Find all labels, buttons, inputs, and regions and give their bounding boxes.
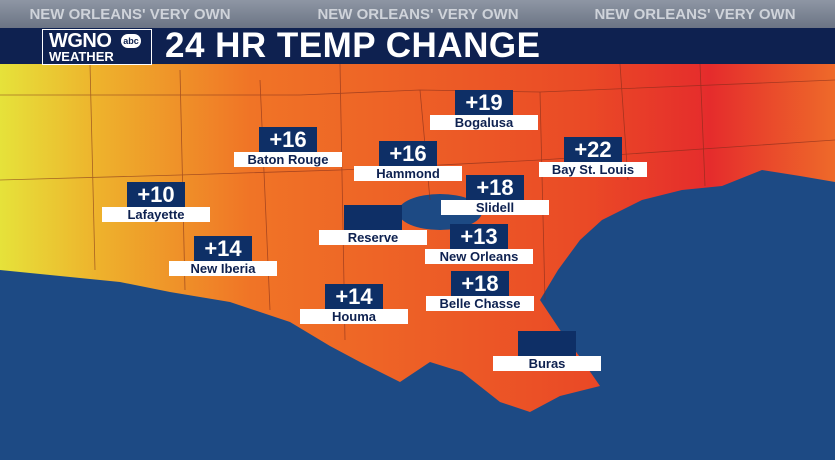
slogan: NEW ORLEANS' VERY OWN	[594, 6, 796, 23]
temp-change	[344, 205, 402, 230]
parish-borders	[0, 63, 835, 341]
city-label: New Iberia	[169, 261, 277, 276]
temp-change: +13	[450, 224, 508, 249]
slogan: NEW ORLEANS' VERY OWN	[317, 6, 519, 23]
city-label: New Orleans	[425, 249, 533, 264]
temp-change: +18	[451, 271, 509, 296]
logo-call-sign: WGNO	[49, 30, 112, 52]
city-label: Houma	[300, 309, 408, 324]
temp-change: +14	[325, 284, 383, 309]
temp-change: +18	[466, 175, 524, 200]
slogan: NEW ORLEANS' VERY OWN	[29, 6, 231, 23]
title: 24 HR TEMP CHANGE	[165, 26, 541, 65]
city-label: Slidell	[441, 200, 549, 215]
temp-change: +19	[455, 90, 513, 115]
temp-change: +10	[127, 182, 185, 207]
temp-change: +14	[194, 236, 252, 261]
city-label: Belle Chasse	[426, 296, 534, 311]
temp-change: +16	[379, 141, 437, 166]
logo-brand: WEATHER	[49, 49, 114, 64]
city-label: Reserve	[319, 230, 427, 245]
top-band	[0, 0, 835, 28]
temp-change	[518, 331, 576, 356]
city-label: Bay St. Louis	[539, 162, 647, 177]
city-label: Baton Rouge	[234, 152, 342, 167]
temp-change: +16	[259, 127, 317, 152]
logo: WGNO abc WEATHER	[42, 29, 152, 65]
temp-change: +22	[564, 137, 622, 162]
city-label: Buras	[493, 356, 601, 371]
logo-network: abc	[121, 34, 141, 48]
gulf-water	[0, 170, 835, 460]
city-label: Lafayette	[102, 207, 210, 222]
city-label: Hammond	[354, 166, 462, 181]
city-label: Bogalusa	[430, 115, 538, 130]
